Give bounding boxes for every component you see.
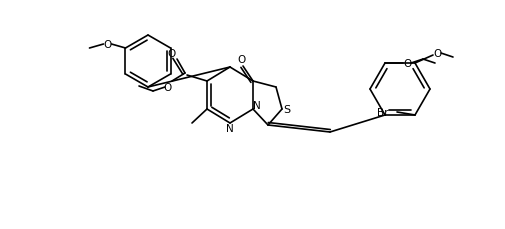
Text: O: O xyxy=(167,49,175,59)
Text: S: S xyxy=(283,105,290,114)
Text: O: O xyxy=(433,49,441,59)
Text: O: O xyxy=(403,59,411,69)
Text: N: N xyxy=(253,101,261,111)
Text: O: O xyxy=(104,40,112,50)
Text: O: O xyxy=(163,83,171,93)
Text: O: O xyxy=(237,55,245,65)
Text: Br: Br xyxy=(378,107,389,117)
Text: N: N xyxy=(226,123,234,134)
